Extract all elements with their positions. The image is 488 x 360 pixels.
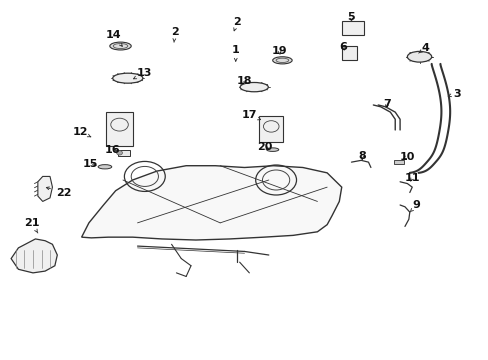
Text: 2: 2 (233, 17, 241, 31)
Text: 3: 3 (447, 89, 460, 99)
Ellipse shape (113, 73, 142, 83)
Text: 12: 12 (72, 127, 91, 137)
Polygon shape (11, 239, 57, 273)
Text: 16: 16 (104, 145, 120, 155)
Text: 9: 9 (409, 201, 420, 212)
Ellipse shape (240, 82, 268, 92)
Bar (393, 160, 403, 164)
Ellipse shape (110, 42, 131, 50)
Ellipse shape (407, 51, 431, 62)
Text: 20: 20 (257, 142, 272, 152)
Text: 19: 19 (271, 46, 287, 56)
Ellipse shape (98, 165, 112, 169)
Ellipse shape (272, 57, 291, 64)
Ellipse shape (266, 148, 278, 152)
Circle shape (116, 151, 122, 155)
Text: 8: 8 (358, 151, 366, 161)
Text: 11: 11 (404, 173, 419, 183)
Bar (341, 21, 363, 35)
Polygon shape (81, 166, 341, 240)
Text: 6: 6 (338, 42, 346, 52)
Text: 18: 18 (236, 76, 252, 86)
Polygon shape (38, 176, 52, 202)
Text: 13: 13 (133, 68, 152, 79)
Text: 15: 15 (82, 159, 98, 169)
Text: 21: 21 (24, 218, 39, 233)
Text: 4: 4 (418, 43, 428, 53)
Bar (118, 150, 130, 156)
Text: 1: 1 (231, 45, 239, 61)
Text: 2: 2 (171, 27, 179, 42)
Text: 10: 10 (398, 152, 414, 162)
Text: 17: 17 (241, 110, 260, 120)
Bar (259, 116, 283, 143)
Text: 14: 14 (105, 30, 122, 46)
Text: 5: 5 (347, 13, 355, 22)
Bar (341, 46, 357, 60)
Bar (106, 112, 132, 146)
Text: 7: 7 (382, 99, 390, 109)
Text: 22: 22 (46, 187, 71, 198)
